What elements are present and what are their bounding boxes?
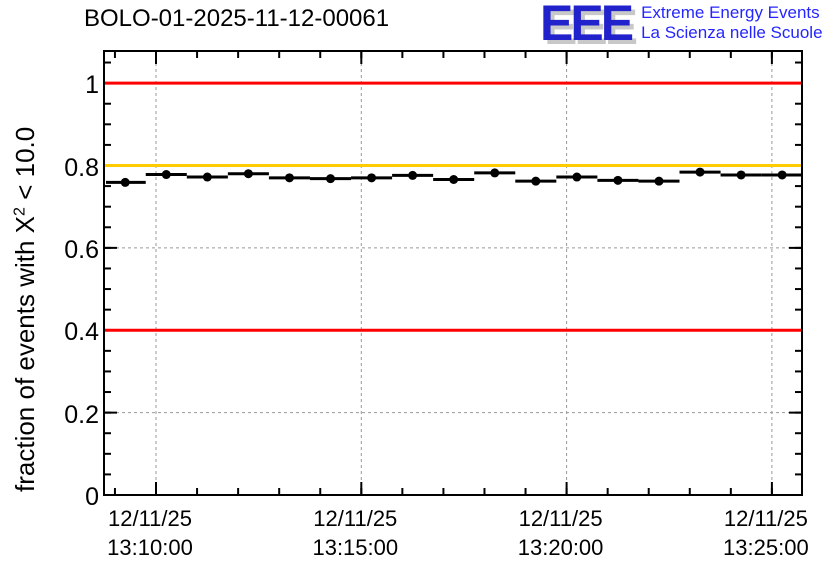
data-point-marker xyxy=(161,170,171,180)
x-tick-label: 12/11/25 13:20:00 xyxy=(476,504,646,562)
data-point-marker xyxy=(120,177,130,187)
eee-logo: EEE Extreme Energy Events La Scienza nel… xyxy=(540,0,823,51)
x-tick-time: 13:20:00 xyxy=(517,535,604,560)
eee-logo-line1: Extreme Energy Events xyxy=(641,3,820,22)
data-point-marker xyxy=(326,174,336,184)
eee-logo-monogram: EEE xyxy=(540,0,634,51)
x-tick-date: 12/11/25 xyxy=(107,506,192,531)
x-tick-time: 13:10:00 xyxy=(107,535,193,560)
data-point-marker xyxy=(695,167,705,177)
data-point-marker xyxy=(408,170,418,180)
x-tick-label: 12/11/25 13:25:00 xyxy=(681,504,836,562)
y-tick-label: 1 xyxy=(85,71,99,100)
y-tick-label: 0.8 xyxy=(64,153,99,182)
data-point-marker xyxy=(736,170,746,180)
x-tick-date: 12/11/25 xyxy=(518,506,603,531)
data-point-marker xyxy=(572,172,582,182)
data-point-marker xyxy=(654,176,664,186)
y-tick-label: 0 xyxy=(85,483,99,511)
data-point-marker xyxy=(777,170,787,180)
y-tick-label: 0.2 xyxy=(64,400,99,429)
eee-logo-text: Extreme Energy Events La Scienza nelle S… xyxy=(641,3,822,43)
x-tick-label: 12/11/25 13:10:00 xyxy=(65,504,235,562)
x-tick-date: 12/11/25 xyxy=(723,506,808,531)
eee-logo-line2: La Scienza nelle Scuole xyxy=(641,23,823,42)
data-point-marker xyxy=(613,175,623,185)
data-point-marker xyxy=(202,172,212,182)
data-point-marker xyxy=(367,173,377,183)
x-tick-time: 13:25:00 xyxy=(723,535,809,560)
data-point-marker xyxy=(490,168,500,178)
x-tick-time: 13:15:00 xyxy=(312,535,399,560)
data-point-marker xyxy=(449,175,459,185)
chart-title: BOLO-01-2025-11-12-00061 xyxy=(84,5,390,32)
data-point-marker xyxy=(243,169,253,179)
y-tick-label: 0.4 xyxy=(64,318,99,347)
data-point-marker xyxy=(531,176,541,186)
plot-frame xyxy=(103,50,803,496)
x-tick-date: 12/11/25 xyxy=(313,506,398,531)
y-tick-label: 0.6 xyxy=(64,235,99,264)
x-tick-label: 12/11/25 13:15:00 xyxy=(270,504,440,562)
data-point-marker xyxy=(284,173,294,183)
